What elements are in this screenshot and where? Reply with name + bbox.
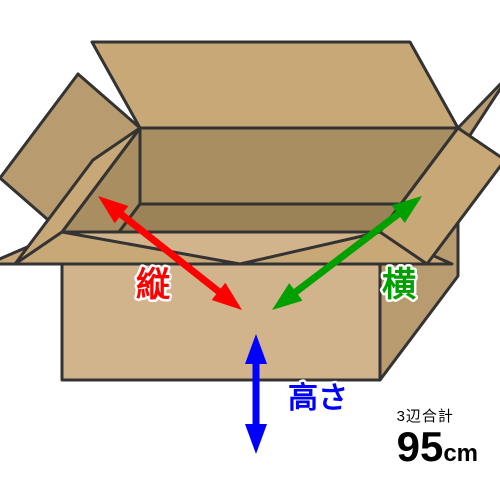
- footer-unit: cm: [443, 440, 478, 467]
- width-label: 横: [382, 266, 416, 304]
- footer-value: 95cm: [397, 426, 478, 468]
- height-label: 高さ: [288, 382, 348, 415]
- total-size-footer: 3辺合計 95cm: [397, 405, 478, 468]
- length-label: 縦: [136, 266, 170, 304]
- footer-number: 95: [397, 423, 444, 470]
- flap-back: [92, 42, 458, 128]
